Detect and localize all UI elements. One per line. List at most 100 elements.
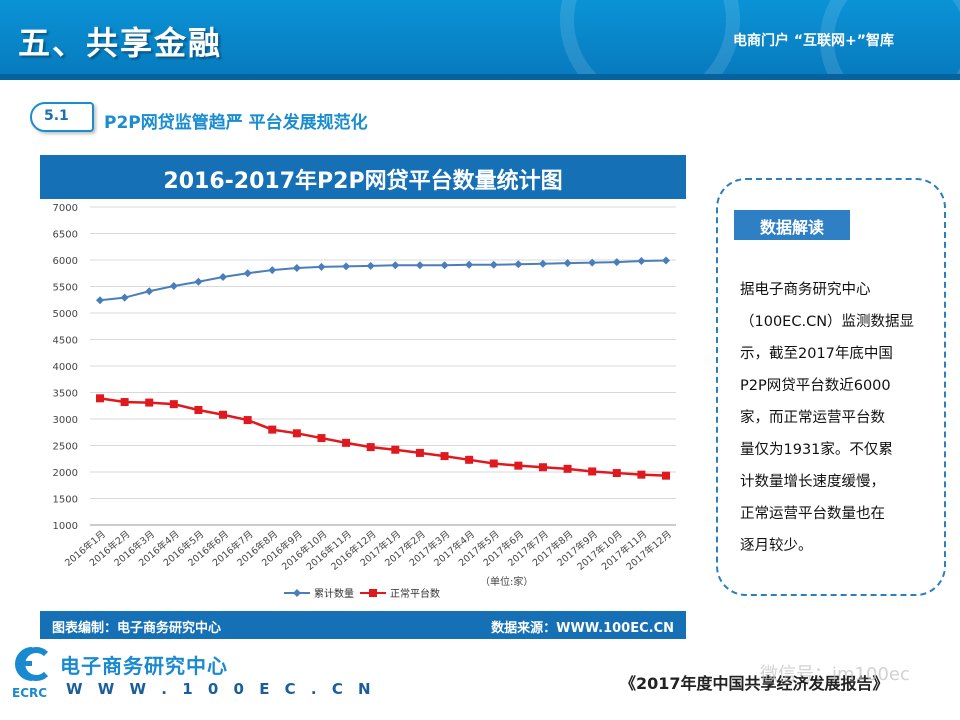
chart-credit: 图表编制：电子商务研究中心: [52, 621, 222, 636]
info-line: P2P网贷平台数近6000: [740, 378, 891, 394]
data-point: [415, 448, 424, 457]
tick-layer: 1000 1500 2000 2500 3000 3500 4000 4500 5000 5500…: [53, 203, 674, 573]
org-name: 电子商务研究中心: [60, 654, 228, 678]
data-point: [391, 445, 400, 454]
info-line: 家，而正常运营平台数: [740, 410, 885, 426]
y-tick-label: 2000: [53, 468, 78, 479]
data-point: [96, 394, 104, 403]
data-point: [612, 469, 621, 478]
data-point: [342, 262, 351, 271]
unit-label: （单位:家）: [480, 575, 533, 588]
legend-layer: 累计数量 正常平台数 （单位:家）: [284, 575, 533, 600]
data-point: [538, 259, 547, 268]
info-line: 逐月较少。: [740, 538, 813, 554]
chart-title: 2016-2017年P2P网贷平台数量统计图: [163, 169, 563, 194]
legend-label: 正常平台数: [390, 587, 440, 600]
data-point: [637, 470, 646, 479]
series-layer: [96, 256, 670, 480]
header-tagline: 电商门户 “互联网+”智库: [732, 33, 894, 49]
data-point: [612, 258, 621, 267]
data-point: [243, 269, 252, 278]
info-tag-label: 数据解读: [759, 218, 824, 237]
data-point: [342, 438, 351, 447]
data-point: [194, 277, 203, 286]
data-point: [514, 260, 523, 269]
data-point: [662, 471, 670, 480]
data-point: [662, 256, 670, 265]
data-point: [145, 287, 154, 296]
watermark: 微信号：im100ec: [760, 664, 910, 685]
y-tick-label: 6500: [53, 230, 78, 241]
data-point: [489, 260, 498, 269]
section-badge: 5.1: [30, 102, 94, 132]
data-point: [169, 400, 178, 409]
legend-swatch-marker: [369, 589, 377, 597]
info-line: 量仅为1931家。不仅累: [740, 442, 893, 458]
header-band: 五、共享金融 电商门户 “互联网+”智库: [0, 0, 960, 80]
section-number: 5.1: [44, 108, 69, 124]
data-point: [268, 266, 277, 275]
data-point: [219, 410, 228, 419]
data-point: [169, 281, 178, 290]
data-point: [145, 398, 154, 407]
data-point: [465, 455, 474, 464]
data-point: [465, 260, 474, 269]
data-point: [366, 443, 375, 452]
series-line: [99, 259, 667, 302]
data-point: [194, 405, 203, 414]
section-title: P2P网贷监管趋严 平台发展规范化: [104, 113, 368, 133]
org-url: W W W . 1 0 0 E C . C N: [66, 680, 376, 698]
info-line: 示，截至2017年底中国: [740, 346, 893, 362]
report-name: 《2017年度中国共享经济发展报告》: [620, 674, 889, 693]
header-decoration: [820, 0, 960, 80]
page-title: 五、共享金融: [18, 24, 223, 62]
data-point: [317, 434, 326, 443]
data-point: [120, 398, 129, 407]
info-line: 正常运营平台数量也在: [740, 506, 885, 522]
data-point: [588, 467, 597, 476]
data-point: [637, 257, 646, 266]
data-point: [489, 459, 498, 468]
y-tick-label: 2500: [53, 442, 78, 453]
info-line: （100EC.CN）监测数据显: [740, 314, 915, 330]
ecrc-logo-icon: [15, 647, 49, 681]
info-line: 计数量增长速度缓慢，: [740, 474, 885, 490]
chart-frame: 2016-2017年P2P网贷平台数量统计图 1000 1500 2000 2500 3…: [40, 155, 686, 639]
info-body: 据电子商务研究中心 （100EC.CN）监测数据显 示，截至2017年底中国 P…: [740, 274, 936, 562]
y-tick-label: 3500: [53, 389, 78, 400]
chart-titlebar: 2016-2017年P2P网贷平台数量统计图: [40, 155, 686, 199]
org-abbr: ECRC: [12, 686, 48, 700]
chart-footer: 图表编制：电子商务研究中心 数据来源：WWW.100EC.CN: [40, 611, 686, 639]
data-point: [563, 464, 572, 473]
line-chart: 1000 1500 2000 2500 3000 3500 4000 4500 5000 5500…: [53, 203, 676, 600]
section-badge-shape: [30, 102, 94, 132]
data-point: [588, 258, 597, 267]
data-point: [96, 296, 104, 305]
data-point: [440, 261, 449, 270]
data-point: [292, 263, 301, 272]
info-tag: 数据解读: [734, 210, 850, 240]
data-point: [563, 259, 572, 268]
y-tick-label: 1000: [53, 521, 78, 532]
legend-swatch-marker: [293, 589, 301, 597]
y-tick-label: 5500: [53, 283, 78, 294]
series-line: [99, 397, 667, 477]
legend-label: 累计数量: [314, 587, 354, 600]
y-tick-label: 4000: [53, 362, 78, 373]
y-tick-label: 6000: [53, 256, 78, 267]
y-tick-label: 7000: [53, 203, 78, 214]
data-point: [440, 452, 449, 461]
data-point: [268, 425, 277, 434]
header-decoration: [560, 0, 740, 80]
y-tick-label: 1500: [53, 495, 78, 506]
y-tick-label: 3000: [53, 415, 78, 426]
data-point: [292, 429, 301, 438]
data-point: [415, 261, 424, 270]
data-point: [391, 261, 400, 270]
data-point: [538, 463, 547, 472]
info-box: [716, 178, 946, 596]
y-tick-label: 5000: [53, 309, 78, 320]
data-point: [514, 461, 523, 470]
grid-layer: [90, 206, 676, 526]
data-point: [120, 293, 129, 302]
